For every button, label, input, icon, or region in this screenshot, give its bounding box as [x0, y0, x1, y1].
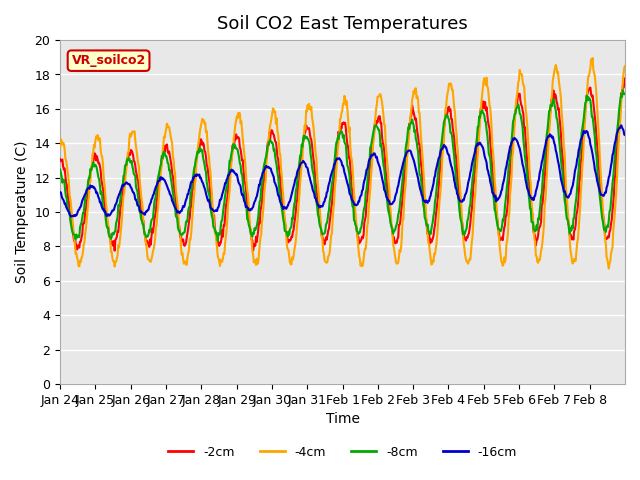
Legend: -2cm, -4cm, -8cm, -16cm: -2cm, -4cm, -8cm, -16cm [163, 441, 522, 464]
Text: VR_soilco2: VR_soilco2 [72, 54, 146, 67]
Y-axis label: Soil Temperature (C): Soil Temperature (C) [15, 141, 29, 283]
X-axis label: Time: Time [326, 412, 360, 426]
Title: Soil CO2 East Temperatures: Soil CO2 East Temperatures [217, 15, 468, 33]
